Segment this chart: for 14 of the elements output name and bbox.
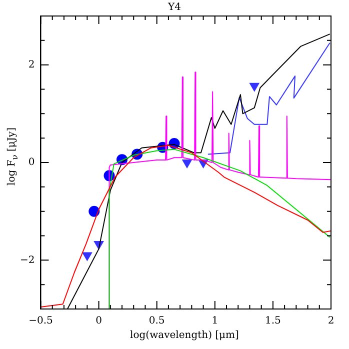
point [182, 160, 192, 168]
x-tick-label: −0.5 [28, 316, 53, 327]
x-tick-label: 0 [96, 316, 102, 327]
y-tick-label: −2 [20, 254, 35, 266]
point [82, 252, 92, 261]
x-tick-label: 1 [212, 316, 218, 327]
x-axis-title: log(wavelength) [μm] [129, 330, 240, 341]
x-tick-label: 1.5 [264, 316, 281, 327]
x-tick-label: 0.5 [148, 316, 165, 327]
y-tick-label: 2 [28, 59, 35, 70]
point [88, 206, 100, 217]
chart-title: Y4 [167, 2, 182, 13]
x-tick-label: 2 [328, 316, 334, 327]
y-tick-label: 0 [28, 157, 35, 168]
